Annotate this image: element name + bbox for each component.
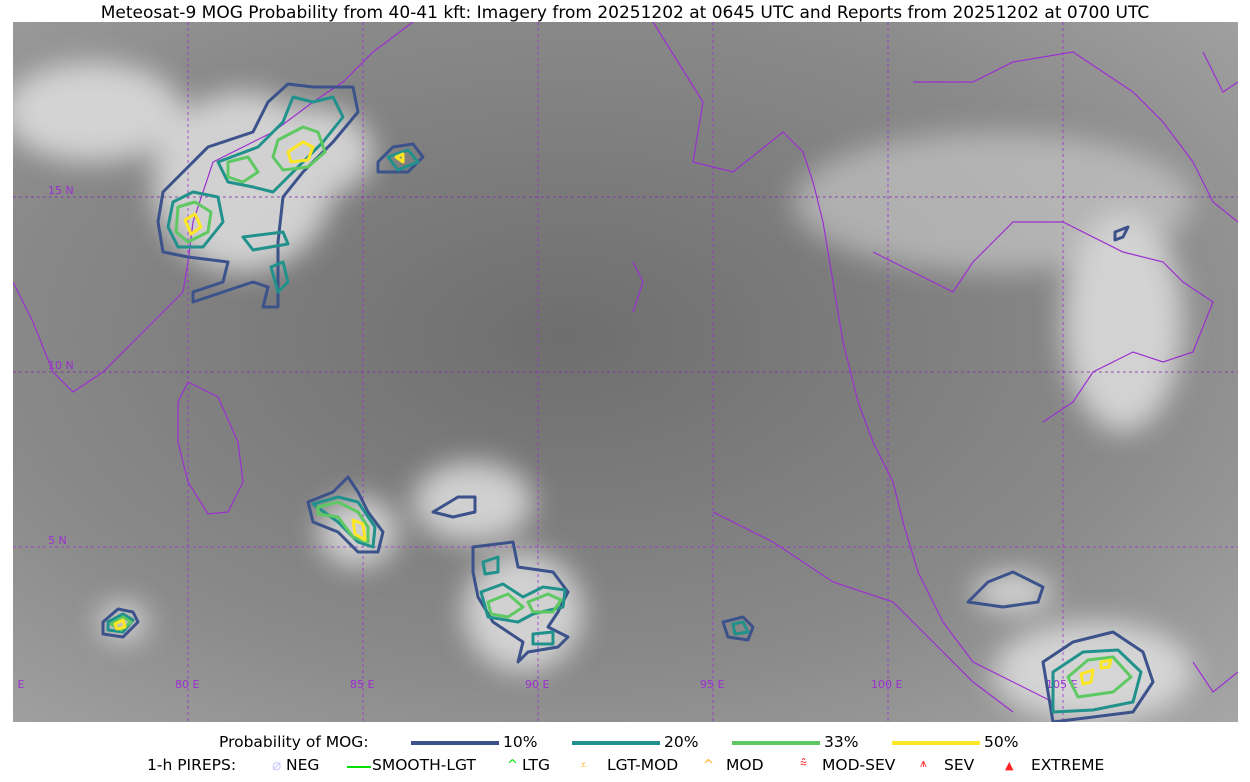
lat-label: 5 N [48, 534, 67, 547]
probability-legend-title: Probability of MOG: [219, 733, 369, 751]
pirep-sev-label: SEV [944, 756, 975, 774]
contour-50 [113, 140, 1113, 686]
level-20-swatch [572, 741, 660, 745]
pireps-legend-title: 1-h PIREPS: [147, 756, 237, 774]
contour-20 [106, 95, 1143, 714]
caret-bar-icon: ⩡ [580, 758, 587, 772]
level-10-swatch [411, 741, 499, 745]
lat-label: 15 N [48, 184, 74, 197]
pireps-legend: 1-h PIREPS: ⌀ NEG SMOOTH-LGT ^ LTG ⩡ LGT… [0, 756, 1250, 776]
contour-33 [109, 125, 1133, 699]
level-33-label: 33% [824, 733, 859, 751]
neg-circle-icon: ⌀ [272, 756, 282, 774]
lon-label: 90 E [525, 678, 549, 691]
lat-label: 10 N [48, 359, 74, 372]
probability-legend: Probability of MOG: 10% 20% 33% 50% [0, 733, 1250, 753]
pirep-mod-sev-label: MOD-SEV [822, 756, 896, 774]
level-10-label: 10% [503, 733, 538, 751]
cloud-tops [13, 62, 1193, 722]
map-title: Meteosat-9 MOG Probability from 40-41 kf… [100, 3, 1150, 23]
level-50-swatch [892, 741, 980, 745]
pirep-neg-label: NEG [286, 756, 320, 774]
filled-triangle-icon: ▲ [1005, 759, 1014, 772]
lon-label: 95 E [700, 678, 724, 691]
contour-10 [101, 82, 1155, 722]
pirep-ltg-label: LTG [522, 756, 550, 774]
double-caret-icon: ⩚ [920, 756, 927, 770]
line-icon [347, 766, 371, 768]
pirep-mod-label: MOD [726, 756, 764, 774]
level-33-swatch [732, 741, 820, 745]
pirep-smooth-lgt-label: SMOOTH-LGT [372, 756, 476, 774]
latitude-labels: 15 N 10 N 5 N [48, 184, 74, 547]
lon-label: 80 E [175, 678, 199, 691]
lon-label: 75 E [13, 678, 24, 691]
pirep-extreme-label: EXTREME [1031, 756, 1105, 774]
double-caret-bar-icon: ⩯ [800, 756, 808, 770]
satellite-map: 75 E 80 E 85 E 90 E 95 E 100 E 105 E 15 … [13, 22, 1238, 722]
caret-icon: ^ [507, 758, 518, 773]
level-50-label: 50% [984, 733, 1019, 751]
lon-label: 100 E [871, 678, 902, 691]
caret-icon: ^ [703, 758, 714, 773]
pirep-lgt-mod-label: LGT-MOD [607, 756, 679, 774]
level-20-label: 20% [664, 733, 699, 751]
mog-contours [101, 82, 1155, 722]
lon-label: 85 E [350, 678, 374, 691]
